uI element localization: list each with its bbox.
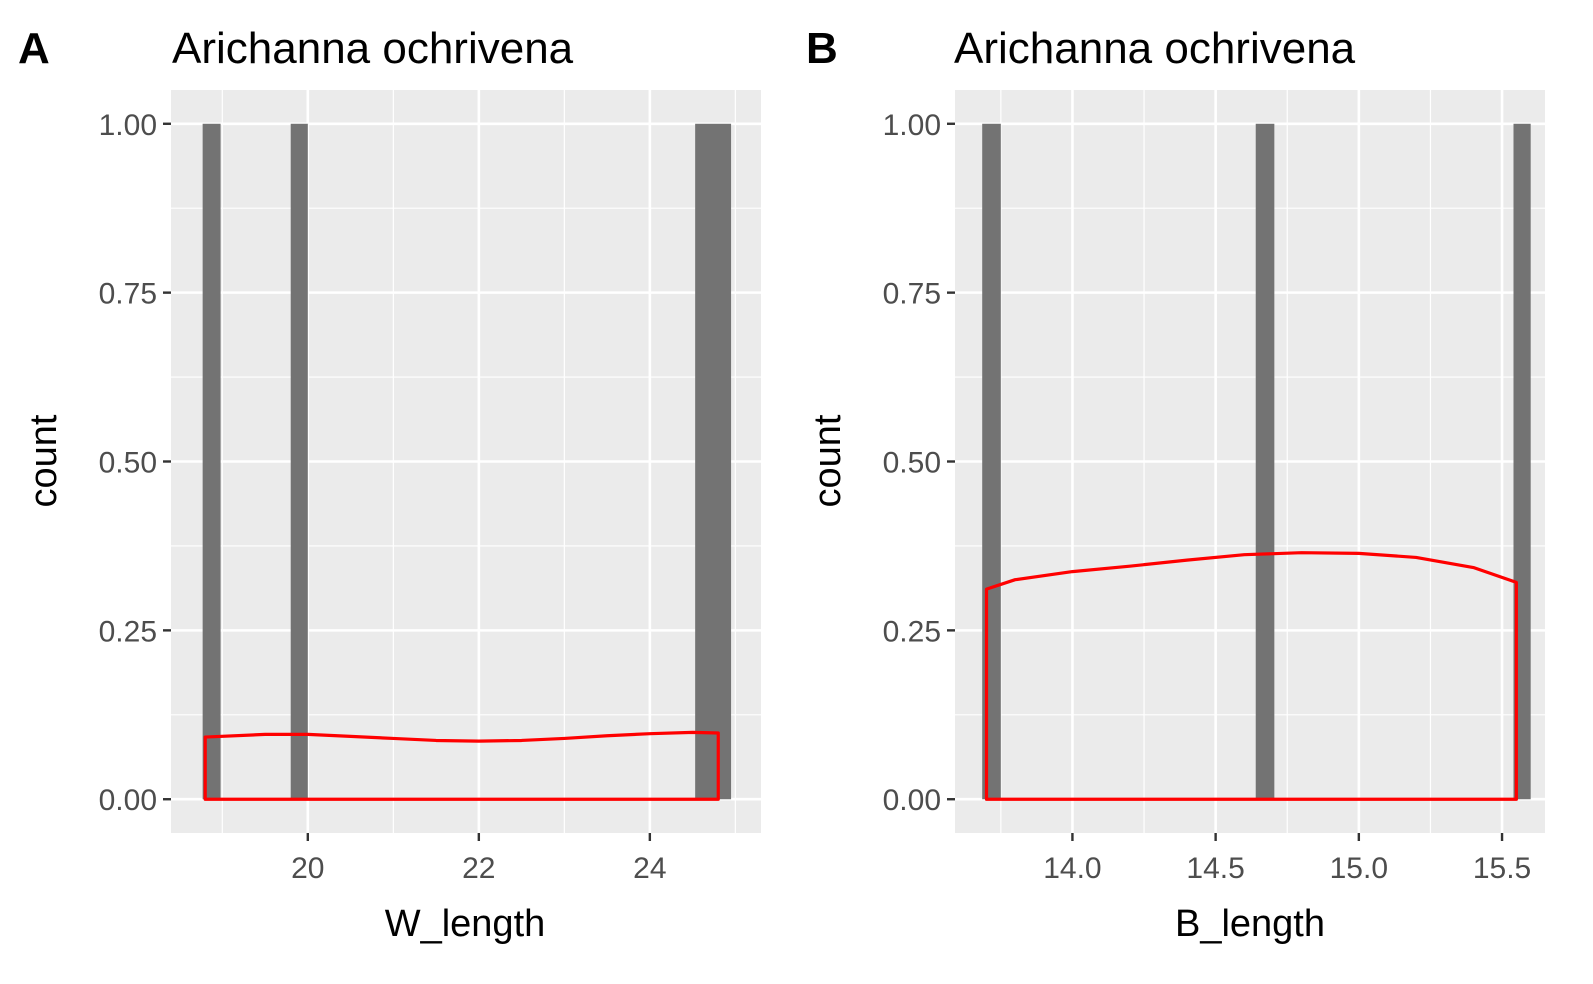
density-curve: [203, 730, 720, 801]
x-tick-label: 15.5: [1473, 852, 1531, 885]
panel-a: A Arichanna ochrivena W_length count 0.0…: [18, 24, 761, 945]
histogram-bar: [290, 123, 308, 800]
y-tick-label: 0.50: [99, 447, 157, 480]
x-axis-title: B_length: [1175, 903, 1325, 945]
y-tick-label: 1.00: [883, 109, 941, 142]
y-axis-title: count: [23, 414, 65, 507]
x-axis-title: W_length: [385, 903, 546, 945]
x-tick-label: 24: [633, 852, 666, 885]
density-curve: [984, 551, 1518, 801]
chart-title: Arichanna ochrivena: [954, 24, 1356, 73]
y-axis-title: count: [807, 414, 849, 507]
y-tick-label: 0.75: [883, 278, 941, 311]
histogram-bar: [202, 123, 221, 800]
y-tick-label: 1.00: [99, 109, 157, 142]
panel-b: B Arichanna ochrivena B_length count 0.0…: [806, 24, 1545, 945]
y-tick-label: 0.00: [883, 784, 941, 817]
y-tick-label: 0.50: [883, 447, 941, 480]
histogram-bar: [695, 123, 732, 800]
x-tick-label: 20: [291, 852, 324, 885]
y-tick-label: 0.25: [883, 615, 941, 648]
y-tick-label: 0.00: [99, 784, 157, 817]
x-tick-label: 15.0: [1330, 852, 1388, 885]
y-tick-label: 0.25: [99, 615, 157, 648]
x-tick-label: 14.5: [1186, 852, 1244, 885]
histogram-bar: [1255, 123, 1275, 800]
x-tick-label: 22: [462, 852, 495, 885]
chart-title: Arichanna ochrivena: [172, 24, 574, 73]
y-tick-label: 0.75: [99, 278, 157, 311]
panel-letter: B: [806, 24, 838, 73]
x-tick-label: 14.0: [1043, 852, 1101, 885]
panel-letter: A: [18, 24, 50, 73]
